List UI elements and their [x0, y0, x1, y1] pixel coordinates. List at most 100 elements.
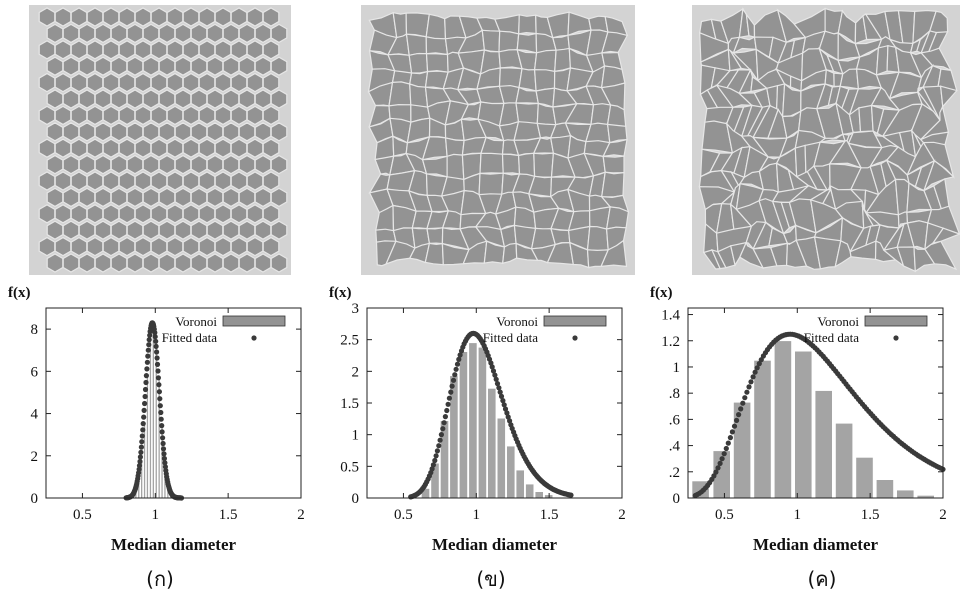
x-tick-label: 1 [152, 507, 160, 523]
hex-cell [246, 171, 264, 191]
fitted-point [441, 420, 447, 426]
fitted-point [138, 449, 144, 455]
y-tick-label: 1.4 [661, 308, 680, 324]
hex-cell [134, 105, 152, 126]
hex-cell [246, 7, 264, 27]
hex-cell [102, 138, 120, 158]
hex-cell [270, 253, 288, 273]
histogram-bar [774, 340, 792, 499]
fitted-point [145, 353, 151, 359]
voronoi-cell [517, 152, 536, 178]
voronoi-cell [924, 240, 958, 271]
y-tick-label: 2 [352, 364, 360, 380]
voronoi-cell [513, 121, 542, 141]
hex-cell [206, 89, 224, 109]
caption-b: (ข) [476, 567, 506, 591]
hex-cell [70, 171, 88, 191]
hex-cell [262, 105, 280, 126]
histogram-chart-a: f(x) 0 2 4 6 8 0.5 1 1.5 2 Median diameter VoronoiF… [8, 285, 305, 554]
fitted-point [160, 435, 166, 441]
fitted-point [453, 366, 459, 372]
hex-cell [102, 7, 120, 27]
fitted-point [723, 445, 729, 452]
fitted-point [140, 427, 146, 433]
fitted-point [430, 462, 436, 468]
hex-cell [214, 40, 232, 60]
legend-voronoi-swatch [543, 315, 607, 327]
histogram-bar [525, 483, 535, 499]
hex-cell [38, 40, 56, 60]
histogram-bar [534, 491, 544, 499]
hex-cell [94, 122, 112, 142]
voronoi-cell [405, 12, 430, 38]
voronoi-cell [516, 32, 538, 54]
hex-cell [174, 89, 192, 109]
fitted-point [144, 366, 150, 372]
hex-cell [134, 7, 152, 27]
hex-cell [238, 220, 256, 240]
hex-cell [150, 105, 168, 126]
voronoi-cell [533, 69, 556, 92]
x-tick-label: 1.5 [540, 507, 559, 523]
hex-cell [86, 7, 104, 27]
hex-cell [94, 187, 112, 208]
histogram-bar [515, 469, 525, 499]
fitted-point [141, 407, 147, 413]
voronoi-cell [533, 152, 555, 178]
hex-cell [110, 89, 128, 109]
voronoi-cell [479, 152, 504, 175]
y-axis-label: f(x) [8, 285, 31, 301]
fitted-point [502, 406, 509, 412]
hex-cell [134, 171, 152, 191]
hex-cell [222, 220, 240, 240]
hex-cell [222, 122, 240, 142]
hex-cell [54, 138, 72, 158]
fitted-point [154, 361, 161, 367]
voronoi-cell [605, 206, 630, 230]
hex-cell [38, 204, 56, 224]
hex-cell [214, 72, 232, 93]
x-tick-label: 0.5 [715, 507, 734, 523]
hex-cell [54, 171, 72, 191]
hex-cell [262, 236, 280, 257]
x-tick-label: 2 [939, 507, 947, 523]
hex-cell [38, 171, 56, 191]
hex-cell [118, 40, 136, 60]
hex-cell [142, 187, 160, 208]
hex-cell [142, 253, 160, 273]
fitted-point [457, 352, 463, 358]
fitted-point [157, 396, 163, 402]
hex-cell [190, 23, 208, 44]
histogram-bar [896, 489, 915, 499]
hex-cell [158, 23, 176, 44]
hex-cell [54, 72, 72, 93]
hex-cell [270, 154, 288, 175]
hex-cell [94, 89, 112, 109]
hex-cell [150, 72, 168, 93]
hex-cell [150, 138, 168, 158]
fitted-point [158, 409, 164, 416]
fitted-point [719, 456, 725, 462]
y-tick-label: .4 [669, 439, 681, 455]
fitted-point [141, 414, 147, 420]
hex-cell [86, 204, 104, 224]
hex-cell [110, 187, 128, 208]
fitted-point [136, 463, 143, 469]
fitted-point [713, 469, 719, 475]
hex-cell [190, 56, 208, 76]
hex-cell [70, 72, 88, 93]
hex-cell [38, 72, 56, 93]
hex-cell [214, 171, 232, 191]
hex-cell [230, 72, 248, 93]
hex-cell [190, 89, 208, 109]
voronoi-cell [533, 49, 557, 73]
x-tick-label: 0.5 [394, 507, 413, 523]
voronoi-cell [502, 242, 518, 264]
fitted-point [742, 395, 748, 401]
fitted-point [147, 332, 153, 338]
hex-cell [254, 23, 272, 44]
x-tick-label: 0.5 [73, 507, 92, 523]
voronoi-cell [518, 67, 537, 92]
fitted-point [139, 439, 145, 445]
hex-cell [182, 7, 200, 27]
